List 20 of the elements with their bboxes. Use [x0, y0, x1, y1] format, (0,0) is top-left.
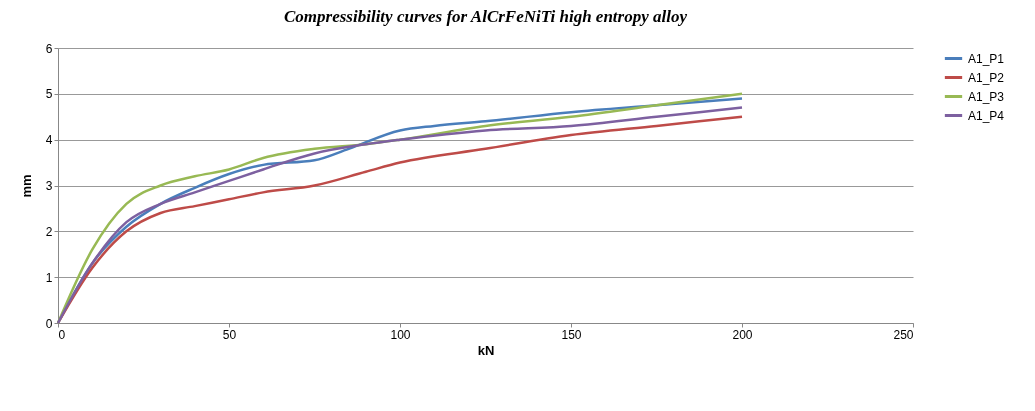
y-tick-label: 5 — [45, 87, 53, 102]
x-tick-label: 250 — [893, 327, 914, 342]
legend-label: A1_P1 — [968, 51, 1005, 66]
legend-label: A1_P4 — [968, 108, 1005, 123]
chart-title: Compressibility curves for AlCrFeNiTi high entropy alloy — [284, 7, 688, 26]
x-tick-label: 150 — [561, 327, 582, 342]
x-tick-label: 100 — [390, 327, 411, 342]
y-tick-label: 2 — [45, 224, 53, 239]
legend-label: A1_P2 — [968, 70, 1005, 85]
y-tick-label: 6 — [45, 41, 53, 56]
legend-label: A1_P3 — [968, 89, 1005, 104]
x-axis-title: kN — [477, 342, 495, 358]
x-tick-label: 0 — [58, 327, 66, 342]
x-tick-label: 50 — [222, 327, 237, 342]
y-tick-label: 0 — [45, 316, 53, 331]
x-tick-label: 200 — [732, 327, 753, 342]
y-tick-label: 4 — [45, 133, 53, 148]
y-tick-label: 1 — [45, 270, 53, 285]
y-tick-label: 3 — [45, 179, 53, 193]
y-axis-title: mm — [18, 174, 34, 198]
